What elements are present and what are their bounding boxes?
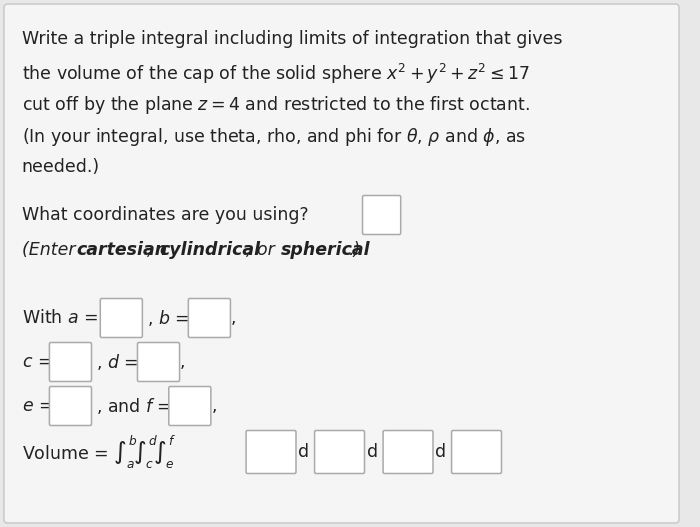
Text: Volume = $\int_a^b\!\int_c^d\!\int_e^f$: Volume = $\int_a^b\!\int_c^d\!\int_e^f$ (22, 433, 176, 471)
Text: the volume of the cap of the solid sphere $x^2 + y^2 + z^2 \leq 17$: the volume of the cap of the solid spher… (22, 62, 529, 86)
Text: , $d$ =: , $d$ = (96, 352, 138, 372)
Text: , $b$ =: , $b$ = (147, 308, 189, 328)
Text: cylindrical: cylindrical (160, 241, 260, 259)
Text: ,: , (180, 353, 186, 371)
Text: d: d (367, 443, 378, 461)
Text: .): .) (349, 241, 362, 259)
Text: ,: , (211, 397, 217, 415)
FancyBboxPatch shape (452, 431, 501, 473)
Text: ,: , (231, 309, 237, 327)
Text: (In your integral, use theta, rho, and phi for $\theta$, $\rho$ and $\phi$, as: (In your integral, use theta, rho, and p… (22, 126, 526, 148)
Text: , or: , or (246, 241, 280, 259)
Text: d: d (435, 443, 447, 461)
FancyBboxPatch shape (50, 343, 92, 382)
FancyBboxPatch shape (188, 298, 230, 337)
Text: (Enter: (Enter (22, 241, 80, 259)
Text: ,: , (147, 241, 158, 259)
FancyBboxPatch shape (4, 4, 679, 523)
Text: $e$ =: $e$ = (22, 397, 52, 415)
FancyBboxPatch shape (383, 431, 433, 473)
Text: spherical: spherical (281, 241, 370, 259)
FancyBboxPatch shape (314, 431, 365, 473)
Text: cut off by the plane $z = 4$ and restricted to the first octant.: cut off by the plane $z = 4$ and restric… (22, 94, 529, 116)
FancyBboxPatch shape (363, 196, 400, 235)
FancyBboxPatch shape (50, 386, 92, 425)
Text: $c$ =: $c$ = (22, 353, 51, 371)
Text: Write a triple integral including limits of integration that gives: Write a triple integral including limits… (22, 30, 562, 48)
FancyBboxPatch shape (137, 343, 180, 382)
Text: needed.): needed.) (22, 158, 99, 176)
FancyBboxPatch shape (100, 298, 142, 337)
Text: d: d (298, 443, 309, 461)
Text: What coordinates are you using?: What coordinates are you using? (22, 206, 308, 224)
Text: With $a$ =: With $a$ = (22, 309, 98, 327)
FancyBboxPatch shape (246, 431, 296, 473)
FancyBboxPatch shape (169, 386, 211, 425)
Text: , and $f$ =: , and $f$ = (96, 396, 172, 416)
Text: cartesian: cartesian (76, 241, 167, 259)
